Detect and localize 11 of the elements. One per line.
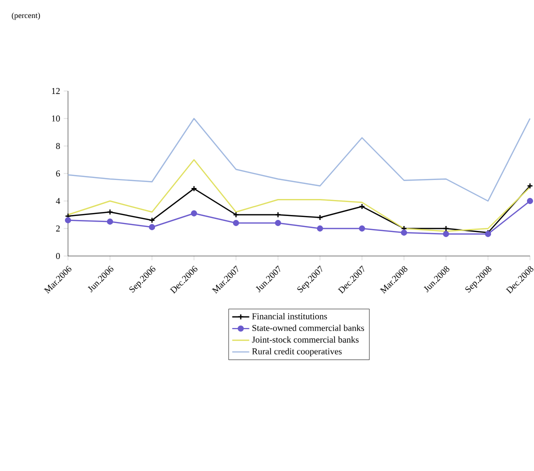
y-tick-label: 4: [56, 198, 60, 204]
y-tick-label: 8: [56, 142, 60, 150]
legend-label: Joint-stock commercial banks: [252, 336, 359, 343]
legend-label: Rural credit cooperatives: [252, 348, 342, 356]
legend-label: Financial institutions: [252, 312, 327, 320]
y-tick-label: 0: [56, 252, 60, 260]
legend-label: State-owned commercial banks: [252, 324, 364, 331]
y-tick-label: 10: [52, 115, 60, 122]
y-tick-label: 6: [56, 170, 60, 177]
y-tick-label: 2: [56, 226, 60, 232]
y-tick-label: 12: [52, 88, 60, 94]
